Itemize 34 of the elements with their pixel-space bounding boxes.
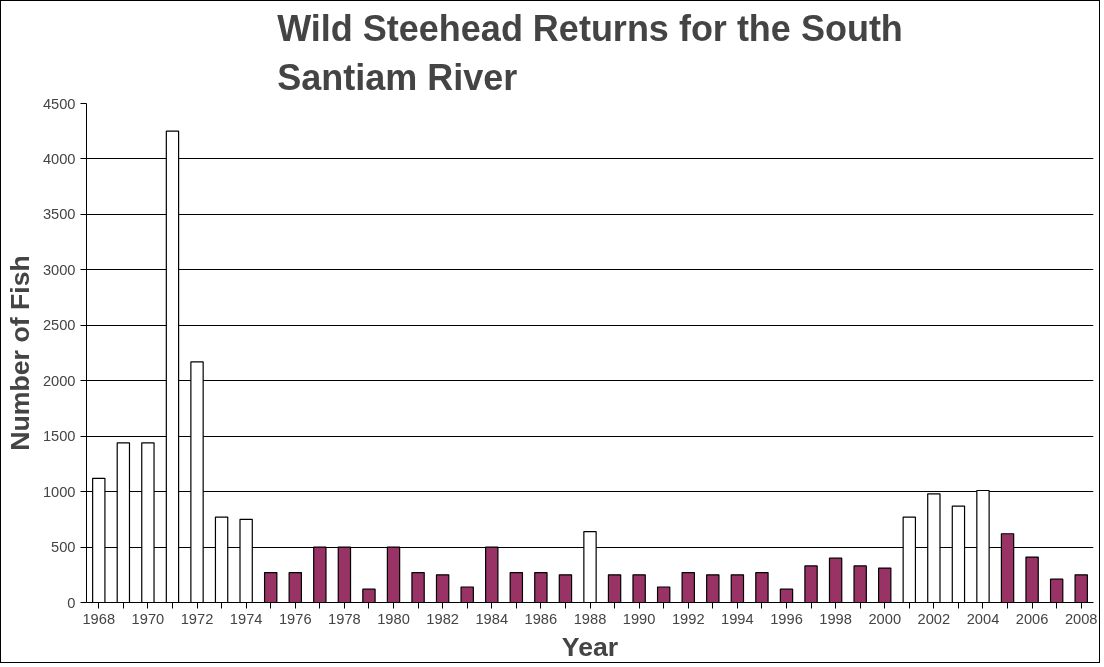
x-tick-label: 1974 xyxy=(229,610,263,627)
y-tick-label: 0 xyxy=(67,594,76,611)
x-tick-label: 1998 xyxy=(819,610,852,627)
x-tick-label: 1992 xyxy=(671,610,705,627)
y-tick-label: 3500 xyxy=(42,206,76,223)
y-tick-label: 1500 xyxy=(42,428,76,445)
x-tick-label: 2004 xyxy=(966,610,1000,627)
x-tick-label: 1978 xyxy=(328,610,361,627)
x-tick-label: 2002 xyxy=(917,610,951,627)
x-tick-label: 1990 xyxy=(622,610,656,627)
y-axis-title: Number of Fish xyxy=(4,255,35,451)
x-tick-label: 1988 xyxy=(573,610,607,627)
y-tick-label: 1000 xyxy=(42,483,76,500)
x-tick-label: 1994 xyxy=(721,610,754,627)
x-tick-label: 1996 xyxy=(770,610,803,627)
x-axis-title: Year xyxy=(561,631,619,662)
y-tick-label: 4000 xyxy=(42,150,76,167)
y-tick-label: 3000 xyxy=(42,261,76,278)
y-tick-label: 4500 xyxy=(42,95,76,112)
y-tick-label: 500 xyxy=(51,539,76,556)
x-tick-label: 1970 xyxy=(131,610,165,627)
x-tick-label: 1986 xyxy=(524,610,558,627)
x-tick-label: 1982 xyxy=(426,610,459,627)
x-tick-label: 1972 xyxy=(180,610,214,627)
x-tick-label: 1976 xyxy=(278,610,312,627)
x-tick-label: 1984 xyxy=(475,610,509,627)
x-tick-label: 2006 xyxy=(1015,610,1049,627)
x-tick-label: 1968 xyxy=(82,610,116,627)
y-tick-label: 2000 xyxy=(42,372,76,389)
y-tick-label: 2500 xyxy=(42,317,76,334)
x-tick-label: 1980 xyxy=(377,610,410,627)
x-tick-label: 2000 xyxy=(868,610,902,627)
x-tick-label: 2008 xyxy=(1064,610,1098,627)
chart-title: Wild Steehead Returns for the South Santiam River xyxy=(277,8,903,99)
